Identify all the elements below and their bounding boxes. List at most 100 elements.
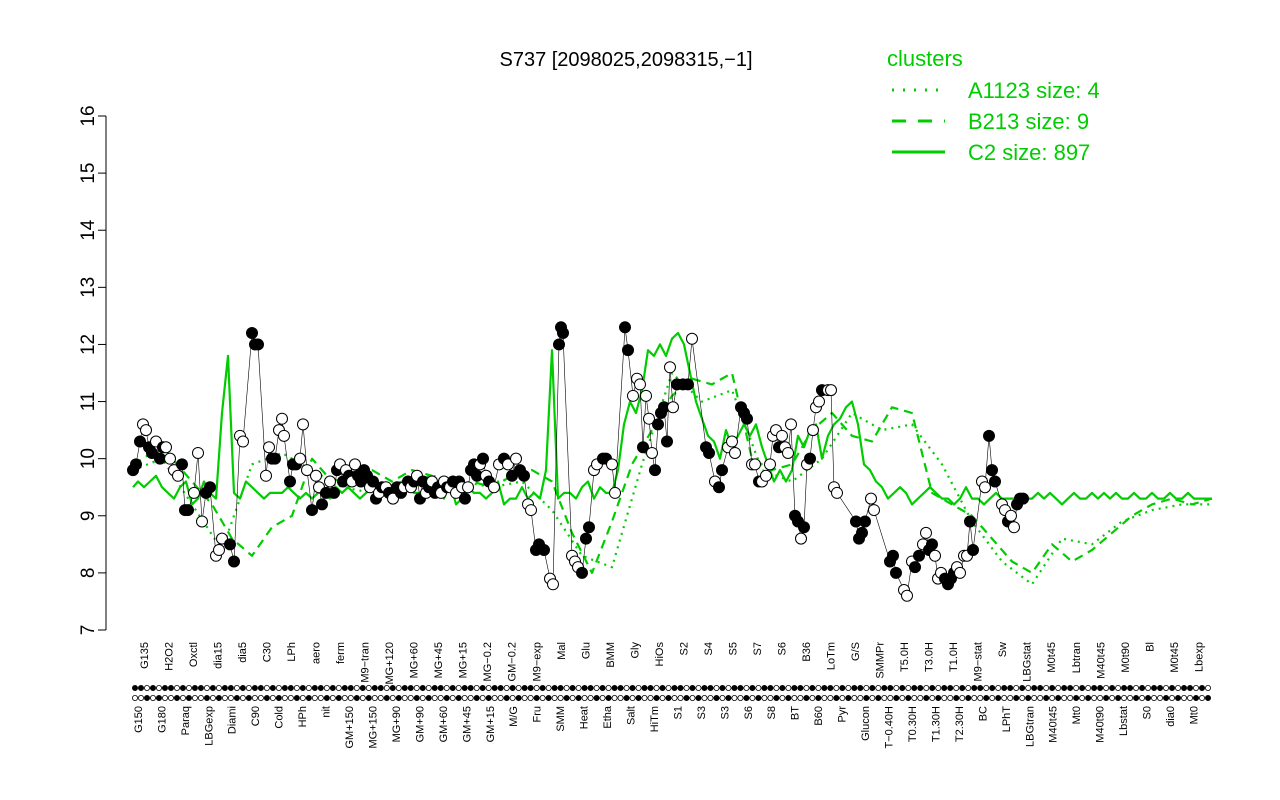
x-axis-marker (569, 695, 576, 702)
data-point (865, 492, 877, 505)
data-point (538, 544, 550, 557)
x-tick-label: T1.0H (948, 642, 960, 672)
x-axis-marker (407, 695, 414, 702)
data-point (643, 412, 655, 425)
x-axis-marker (911, 685, 918, 692)
x-tick-label: GM−0.2 (507, 642, 519, 681)
x-axis-marker (473, 685, 480, 692)
x-axis-marker (947, 685, 954, 692)
y-tick-label: 9 (78, 510, 99, 521)
x-axis-marker (137, 695, 144, 702)
data-point (979, 481, 991, 494)
data-point (146, 446, 158, 459)
x-axis-marker (389, 695, 396, 702)
x-axis-marker (881, 695, 888, 702)
x-tick-label: T2.30H (954, 706, 966, 742)
x-tick-label: Gly (629, 642, 641, 659)
x-axis-marker (905, 695, 912, 702)
x-axis-marker (353, 685, 360, 692)
x-tick-label: S1 (672, 706, 684, 719)
x-axis-marker (329, 685, 336, 692)
x-axis-marker (785, 695, 792, 702)
x-axis-marker (713, 685, 720, 692)
x-axis-marker (389, 685, 396, 692)
x-axis-marker (191, 685, 198, 692)
x-axis-marker (947, 695, 954, 702)
x-axis-marker (749, 685, 756, 692)
x-tick-label: HPh (297, 706, 309, 727)
x-axis-marker (197, 695, 204, 702)
x-axis-marker (629, 695, 636, 702)
x-axis-marker (911, 695, 918, 702)
x-axis-marker (827, 685, 834, 692)
x-axis-marker (731, 685, 738, 692)
x-tick-label: LPhT (1001, 706, 1013, 733)
data-point (246, 327, 258, 340)
data-point (160, 441, 172, 454)
x-axis-marker (1133, 685, 1140, 692)
x-axis-marker (551, 685, 558, 692)
data-point (606, 458, 618, 471)
x-axis-marker (887, 695, 894, 702)
x-axis-marker (1103, 695, 1110, 702)
x-axis-marker (623, 685, 630, 692)
x-axis-marker (1025, 685, 1032, 692)
x-tick-label: Glu (580, 642, 592, 659)
x-tick-label: T1.30H (930, 706, 942, 742)
x-axis-marker (533, 695, 540, 702)
x-tick-label: LBGstat (1022, 642, 1034, 682)
x-axis-marker (599, 685, 606, 692)
x-axis-marker (1049, 685, 1056, 692)
x-axis-marker (797, 695, 804, 702)
x-axis-marker (899, 695, 906, 702)
x-axis-marker (605, 685, 612, 692)
x-tick-label: LBGexp (203, 706, 215, 746)
x-axis-marker (713, 695, 720, 702)
x-tick-label: B36 (801, 642, 813, 662)
x-axis-marker (221, 685, 228, 692)
x-axis-marker (809, 695, 816, 702)
x-axis-marker (287, 695, 294, 702)
x-tick-label: Lbexp (1193, 642, 1205, 672)
x-axis-marker (563, 685, 570, 692)
x-axis-marker (1085, 695, 1092, 702)
x-axis-marker (779, 695, 786, 702)
x-axis-marker (695, 685, 702, 692)
data-point (764, 458, 776, 471)
x-axis-marker (767, 695, 774, 702)
x-axis-marker (293, 685, 300, 692)
y-tick-label: 11 (78, 392, 99, 412)
x-axis-marker (899, 685, 906, 692)
x-axis-marker (941, 685, 948, 692)
x-axis-marker (359, 695, 366, 702)
x-axis-marker (1169, 695, 1176, 702)
x-tick-label: Fru (532, 706, 544, 723)
x-axis-marker (1115, 695, 1122, 702)
data-point (224, 538, 236, 551)
x-axis-marker (143, 685, 150, 692)
x-axis-marker (491, 685, 498, 692)
x-axis-marker (623, 695, 630, 702)
x-axis-marker (1019, 685, 1026, 692)
x-axis-marker (635, 695, 642, 702)
x-axis-marker (575, 695, 582, 702)
x-axis-marker (461, 685, 468, 692)
x-axis-marker (425, 695, 432, 702)
x-axis-marker (521, 695, 528, 702)
x-axis-marker (1037, 695, 1044, 702)
x-axis-marker (275, 685, 282, 692)
data-point (510, 452, 522, 465)
x-axis-marker (701, 685, 708, 692)
x-axis-marker (761, 695, 768, 702)
x-axis-marker (983, 685, 990, 692)
data-point (726, 435, 738, 448)
x-axis-marker (371, 695, 378, 702)
x-tick-label: BT (790, 706, 802, 720)
legend-title: clusters (887, 46, 963, 71)
x-axis-marker (347, 685, 354, 692)
x-tick-label: G180 (156, 706, 168, 733)
x-axis-marker (773, 695, 780, 702)
x-axis-marker (173, 685, 180, 692)
x-axis-marker (833, 695, 840, 702)
x-tick-label: dia15 (212, 642, 224, 669)
